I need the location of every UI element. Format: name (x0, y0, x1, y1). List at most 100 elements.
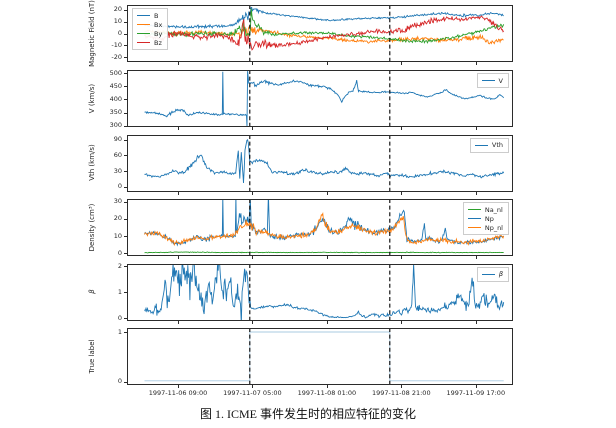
legend-entry: By (137, 29, 162, 38)
x-tick-mark (401, 62, 403, 65)
x-tick-mark (178, 320, 179, 324)
y-tick-mark (124, 57, 127, 59)
y-tick-label: 0 (117, 377, 122, 385)
plot-panel-density-cm (127, 199, 513, 256)
y-tick-label: 350 (109, 108, 122, 117)
legend-entry: β (481, 270, 503, 279)
x-tick-mark (178, 191, 179, 195)
x-tick-mark (178, 385, 179, 388)
legend-line-swatch (467, 227, 481, 228)
x-tick-mark (326, 320, 328, 324)
y-tick-label: 400 (109, 94, 122, 103)
x-tick-mark (178, 127, 179, 130)
x-tick-mark (401, 385, 403, 388)
x-tick-mark (475, 256, 477, 259)
legend-label: By (154, 29, 163, 38)
y-tick-mark (124, 73, 127, 75)
y-tick-mark (124, 201, 127, 203)
y-tick-label: 1 (117, 287, 122, 296)
y-tick-mark (124, 381, 127, 383)
y-tick-label: 500 (109, 68, 122, 77)
x-tick-label: 1997-11-06 09:00 (148, 389, 208, 397)
y-tick-label: 300 (109, 121, 122, 130)
legend: Na_nl Np Np_nl (462, 202, 509, 235)
series-line-np-nl (144, 212, 505, 247)
y-tick-label: 90 (113, 135, 122, 144)
figure-caption: 图 1. ICME 事件发生时的相应特征的变化 (199, 407, 416, 421)
plot-panel-v-km-s (127, 70, 513, 127)
series-line-v (144, 71, 505, 126)
plot-area (144, 135, 505, 191)
legend-label: Bz (154, 38, 162, 47)
x-tick-mark (326, 385, 328, 388)
x-tick-mark (475, 320, 477, 324)
plot-panel-magnetic-field-nt (127, 5, 513, 62)
y-tick-mark (124, 318, 127, 320)
legend-entry: Na_nl (467, 205, 503, 214)
y-tick-mark (124, 99, 127, 101)
x-tick-mark (326, 191, 328, 195)
y-tick-mark (124, 253, 127, 255)
x-tick-mark (326, 127, 328, 130)
x-tick-mark (475, 62, 477, 65)
y-tick-label: 30 (113, 197, 122, 206)
x-tick-mark (252, 256, 254, 259)
legend-entry: V (481, 76, 503, 85)
plot-panel-vth-km-s (127, 134, 513, 192)
legend-entry: Np_nl (467, 223, 503, 232)
y-tick-mark (124, 45, 127, 47)
legend-label: B (154, 11, 159, 20)
x-tick-mark (252, 385, 254, 388)
series-line-bz (144, 15, 505, 51)
x-tick-mark (401, 256, 403, 259)
legend-line-swatch (481, 80, 495, 81)
y-tick-mark (124, 9, 127, 11)
legend-line-swatch (474, 144, 488, 146)
legend-label: V (498, 76, 503, 85)
y-axis-label-: β (87, 289, 96, 294)
legend: β (476, 266, 509, 282)
plot-area (144, 264, 505, 320)
x-tick-mark (178, 256, 179, 259)
x-tick-mark (252, 191, 254, 195)
y-tick-label: 0 (117, 248, 122, 257)
x-tick-label: 1997-11-07 05:00 (223, 389, 282, 397)
y-axis-label-magnetic-field-nt: Magnetic Field (nT) (87, 0, 96, 67)
y-tick-label: -20 (111, 52, 122, 61)
series-line-b (144, 6, 504, 30)
y-tick-mark (124, 218, 127, 220)
x-tick-mark (401, 320, 403, 324)
plot-area (144, 6, 505, 61)
y-tick-label: 0 (117, 313, 122, 322)
legend-entry: Bz (137, 38, 162, 47)
y-tick-mark (124, 33, 127, 35)
series-line-np (144, 200, 504, 247)
y-tick-label: 60 (113, 150, 122, 159)
legend-label: Np_nl (484, 223, 503, 232)
legend-label: β (498, 270, 503, 278)
y-tick-label: 0 (117, 182, 122, 191)
x-tick-mark (475, 191, 477, 195)
plot-panel-true-label (127, 328, 513, 385)
y-tick-mark (124, 21, 127, 23)
y-tick-label: -10 (111, 40, 122, 49)
y-tick-mark (124, 266, 127, 268)
series-line-bx (144, 25, 504, 45)
y-tick-label: 450 (109, 81, 122, 90)
legend-entry: Bx (137, 20, 162, 29)
y-tick-mark (124, 155, 127, 157)
y-tick-label: 0 (117, 29, 122, 37)
plot-area (144, 200, 505, 255)
legend-line-swatch (137, 24, 150, 25)
x-tick-mark (475, 385, 477, 388)
series-line-vth (144, 138, 505, 183)
y-tick-mark (124, 125, 127, 127)
x-tick-mark (252, 62, 254, 65)
plot-area (144, 329, 504, 384)
legend: B Bx By Bz (132, 8, 169, 50)
legend-line-swatch (481, 273, 495, 275)
y-tick-mark (124, 186, 127, 188)
y-tick-label: 20 (113, 5, 122, 14)
x-tick-mark (326, 62, 328, 65)
